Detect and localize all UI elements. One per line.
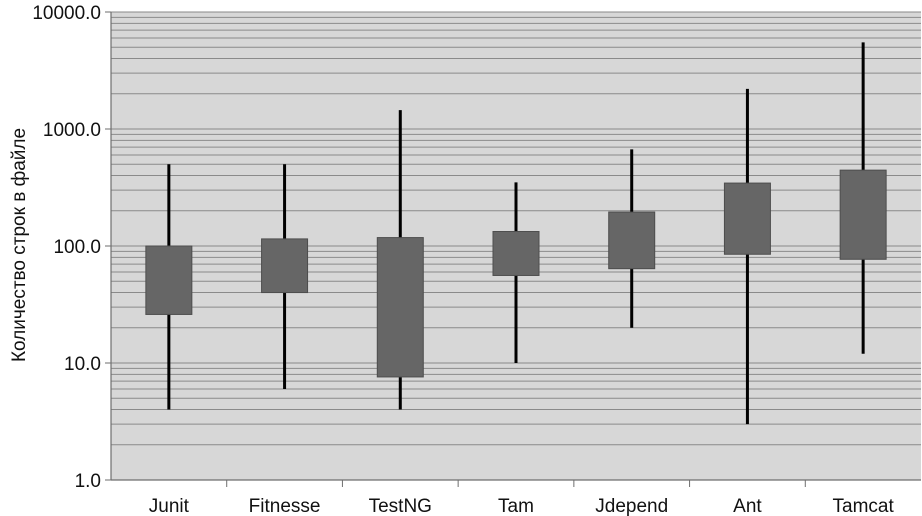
category-label: Jdepend [595,496,668,516]
box-tam [492,182,540,363]
y-tick-label: 1000.0 [43,120,101,141]
box [839,169,887,260]
box [376,237,424,378]
category-label: Ant [733,496,762,516]
y-tick-label: 1.0 [75,471,101,492]
box [608,211,656,270]
category-label: Fitnesse [249,496,321,516]
axes [105,11,921,487]
y-tick-label: 10.0 [64,354,101,375]
box [492,231,540,276]
y-axis-label: Количество строк в файле [9,128,30,362]
category-label: TestNG [369,496,432,516]
box-jdepend [608,149,656,328]
x-category-labels: Junit Fitnesse TestNG Tam Jdepend Ant Tamcat [149,496,895,516]
box-fitnesse [261,164,309,389]
box [261,238,309,294]
category-label: Tamcat [833,496,895,516]
y-tick-labels: 1.0 10.0 100.0 1000.0 10000.0 [32,3,101,492]
box-testng [376,110,424,410]
box [145,245,193,315]
y-tick-label: 10000.0 [32,3,101,24]
box-junit [145,164,193,410]
box [723,182,771,255]
box-tamcat [839,42,887,354]
category-label: Junit [149,496,190,516]
category-label: Tam [498,496,534,516]
box-marks [145,42,887,425]
y-tick-label: 100.0 [53,237,101,258]
box-ant [723,88,771,425]
